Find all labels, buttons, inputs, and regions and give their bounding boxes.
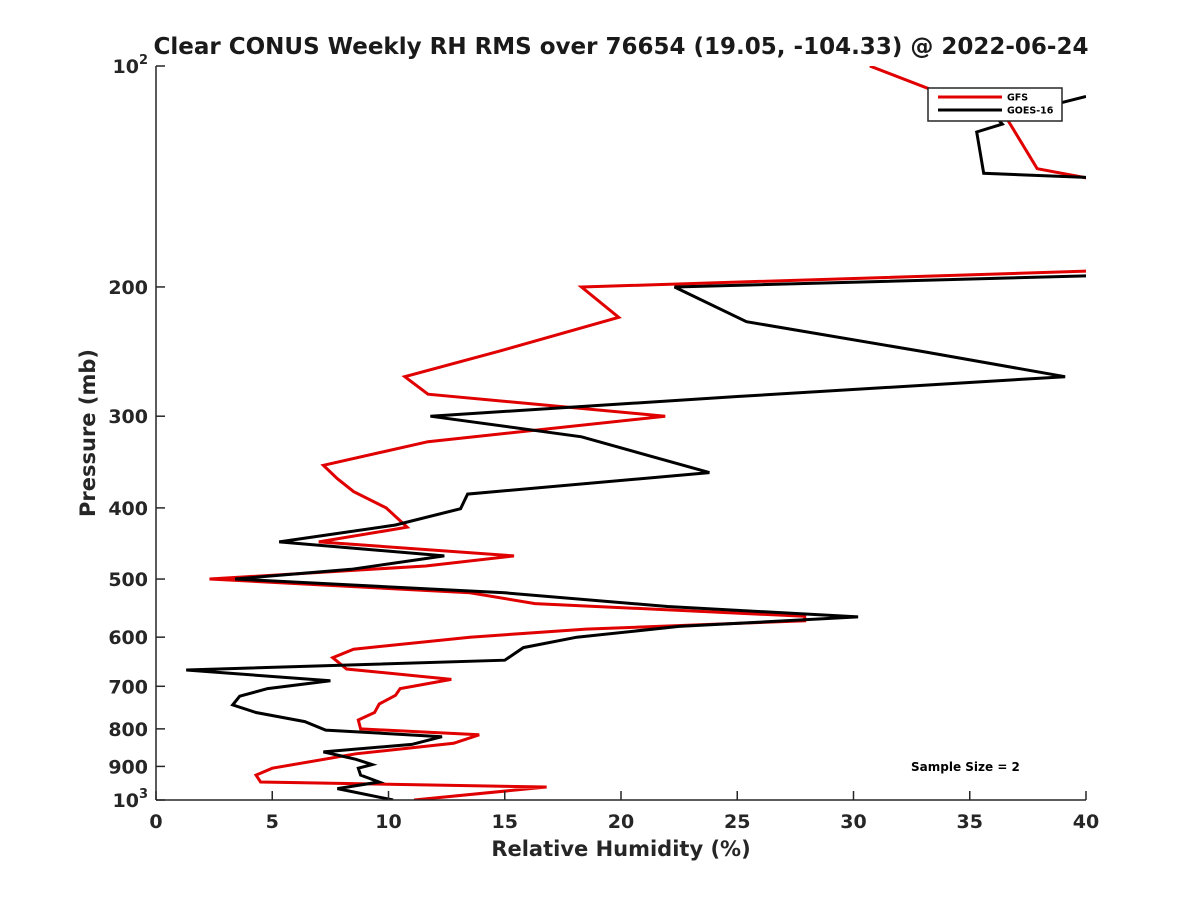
y-axis-label: Pressure (mb) (76, 349, 100, 517)
series-layer (186, 66, 1086, 800)
y-tick-label: 900 (108, 756, 148, 778)
x-tick-label: 20 (608, 811, 634, 833)
y-tick-base: 10 (113, 790, 139, 812)
y-tick-base: 10 (113, 56, 139, 78)
plot-area (156, 66, 1086, 800)
x-tick-label: 30 (840, 811, 866, 833)
legend-box (927, 87, 1063, 122)
x-tick-label: 15 (492, 811, 518, 833)
y-tick-exponent: 3 (139, 787, 148, 802)
y-tick-label: 300 (108, 406, 148, 428)
x-tick-label: 25 (724, 811, 750, 833)
y-tick-exponent: 2 (139, 53, 148, 68)
legend: GFS GOES-16 (927, 87, 1063, 122)
x-tick-label: 10 (375, 811, 401, 833)
x-axis-label: Relative Humidity (%) (491, 837, 750, 861)
y-tick-label: 600 (108, 627, 148, 649)
chart-title: Clear CONUS Weekly RH RMS over 76654 (19… (154, 34, 1089, 60)
y-tick-label: 800 (108, 719, 148, 741)
x-tick-label: 35 (957, 811, 983, 833)
y-tick-label: 500 (108, 569, 148, 591)
series-line-gfs (209, 66, 1086, 800)
series-line-goes-16 (186, 94, 1086, 800)
y-tick-label: 103 (113, 787, 149, 812)
y-tick-label: 400 (108, 498, 148, 520)
x-tick-label: 0 (149, 811, 162, 833)
sample-size-annotation: Sample Size = 2 (911, 760, 1020, 774)
x-tick-label: 5 (266, 811, 279, 833)
y-tick-label: 200 (108, 277, 148, 299)
legend-label-goes-16: GOES-16 (1007, 106, 1054, 117)
y-tick-label: 102 (113, 53, 149, 78)
y-tick-label: 700 (108, 676, 148, 698)
x-tick-label: 40 (1073, 811, 1099, 833)
x-axis-ticks: 0 5 10 15 20 25 30 35 40 (149, 791, 1099, 833)
legend-label-gfs: GFS (1007, 93, 1028, 104)
